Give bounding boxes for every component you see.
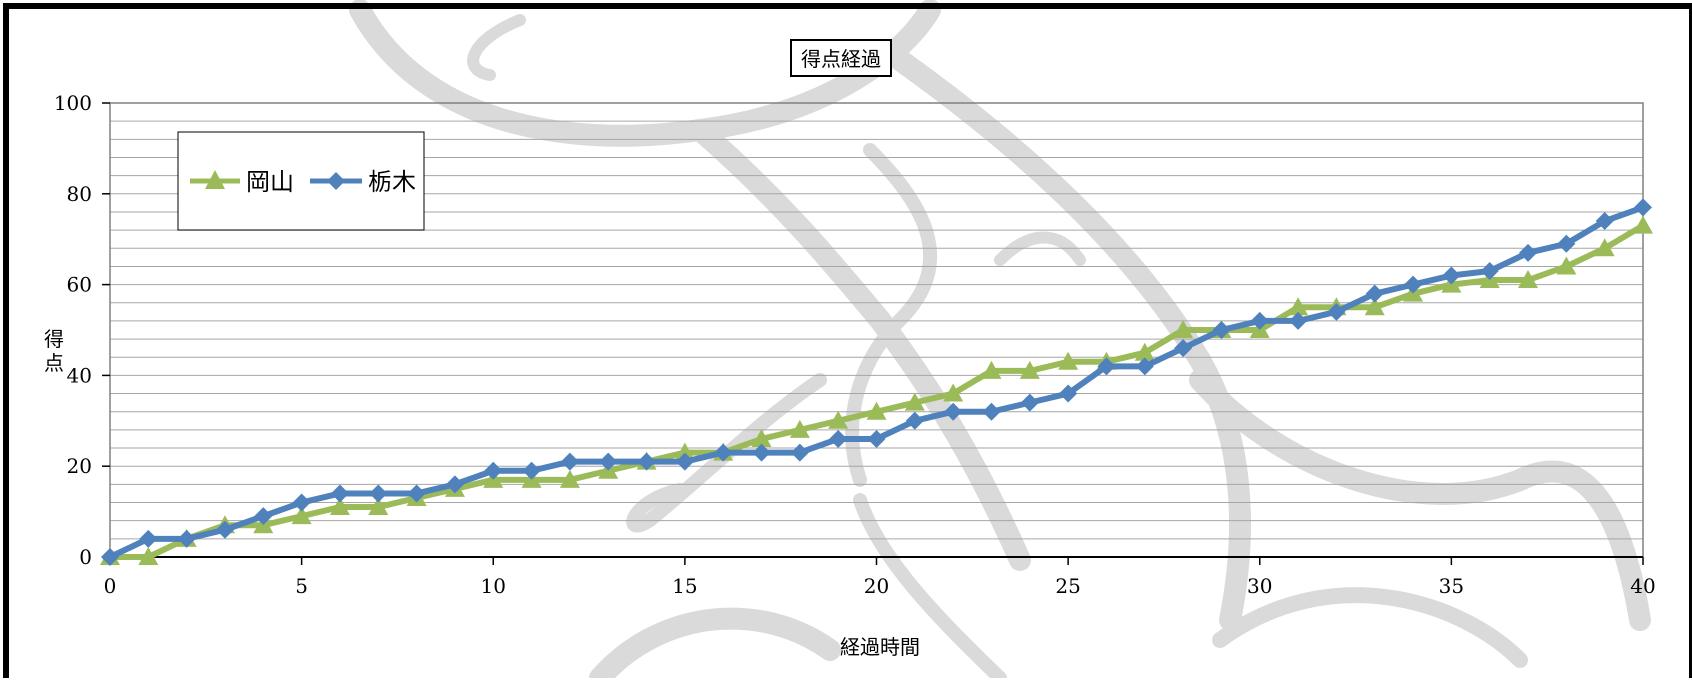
x-tick-label: 30: [1247, 574, 1272, 598]
data-point: [866, 401, 887, 420]
data-point: [1020, 393, 1039, 412]
x-tick-label: 0: [104, 574, 117, 598]
data-point: [522, 461, 541, 480]
data-point: [1365, 284, 1384, 303]
x-tick-label: 40: [1630, 574, 1655, 598]
data-point: [637, 452, 656, 471]
data-point: [1364, 297, 1385, 316]
data-point: [1058, 351, 1079, 370]
data-point: [1633, 215, 1653, 234]
data-point: [1134, 342, 1155, 361]
data-point: [1442, 266, 1461, 285]
data-point: [329, 497, 350, 516]
data-point: [1250, 311, 1269, 330]
data-point: [981, 360, 1002, 379]
data-point: [752, 443, 771, 462]
data-point: [445, 475, 464, 494]
y-tick-label: 0: [79, 545, 92, 569]
legend-marker-tochigi: [327, 172, 345, 190]
data-point: [1212, 321, 1231, 339]
data-point: [789, 419, 810, 438]
data-point: [1289, 311, 1308, 330]
series-layer: [100, 198, 1653, 566]
y-axis-ticks: 0 20 40 60 80 100: [54, 91, 110, 569]
data-point: [982, 402, 1001, 421]
chart-title-box: [790, 39, 892, 77]
data-point: [1097, 357, 1116, 376]
data-point: [330, 484, 349, 503]
y-tick-label: 80: [67, 182, 92, 206]
x-tick-label: 5: [295, 574, 308, 598]
data-point: [943, 383, 964, 402]
x-tick-label: 25: [1055, 574, 1080, 598]
data-point: [790, 443, 809, 462]
data-point: [944, 402, 963, 421]
data-point: [674, 442, 695, 461]
y-axis-label: 得 点: [44, 327, 64, 375]
legend-label-okayama: 岡山: [246, 168, 294, 196]
y-tick-label: 20: [67, 454, 92, 478]
data-point: [254, 507, 273, 526]
data-point: [828, 410, 849, 429]
data-point: [599, 452, 618, 471]
data-point: [675, 452, 694, 471]
data-point: [1135, 357, 1154, 376]
data-point: [369, 484, 388, 503]
series-okayama: [100, 215, 1653, 565]
data-point: [177, 529, 196, 548]
data-point: [1634, 198, 1652, 217]
data-point: [484, 461, 503, 480]
data-point: [1174, 339, 1193, 358]
data-point: [560, 452, 579, 471]
data-point: [1556, 256, 1577, 275]
x-tick-label: 20: [864, 574, 889, 598]
chart-title: 得点経過: [801, 47, 881, 71]
data-point: [1519, 243, 1538, 262]
data-point: [1557, 234, 1576, 253]
data-point: [368, 497, 389, 516]
y-tick-label: 60: [67, 273, 92, 297]
data-point: [1288, 297, 1309, 316]
y-tick-label: 40: [67, 363, 92, 387]
data-point: [1019, 360, 1040, 379]
x-tick-label: 15: [672, 574, 697, 598]
data-point: [1518, 270, 1539, 289]
x-tick-label: 10: [481, 574, 506, 598]
data-point: [714, 443, 733, 462]
data-point: [559, 469, 580, 488]
legend-label-tochigi: 栃木: [368, 168, 416, 196]
data-point: [1327, 302, 1346, 321]
data-point: [751, 428, 772, 447]
data-point: [215, 520, 234, 539]
data-point: [407, 484, 426, 503]
data-point: [139, 529, 158, 548]
data-point: [292, 493, 311, 512]
data-point: [1173, 320, 1194, 338]
data-point: [101, 548, 119, 566]
data-point: [867, 429, 886, 448]
data-point: [904, 392, 925, 411]
chart-frame: [3, 3, 1692, 682]
data-point: [1594, 238, 1615, 257]
x-tick-label: 35: [1439, 574, 1464, 598]
data-point: [1059, 384, 1078, 403]
data-point: [1404, 275, 1423, 294]
y-axis-label-char-2: 点: [44, 351, 64, 375]
data-point: [1480, 261, 1499, 280]
legend: 岡山 栃木: [177, 131, 425, 231]
data-point: [829, 429, 848, 448]
y-axis-label-char-1: 得: [44, 327, 64, 351]
data-point: [291, 506, 312, 525]
data-point: [138, 547, 159, 565]
data-point: [905, 411, 924, 430]
data-point: [1595, 212, 1614, 231]
y-tick-label: 100: [54, 91, 92, 115]
legend-marker-okayama: [205, 170, 225, 189]
x-axis-label: 経過時間: [840, 635, 920, 659]
x-axis-ticks: 0 5 10 15 20 25 30 35 40: [104, 557, 1656, 598]
series-tochigi: [101, 198, 1652, 566]
